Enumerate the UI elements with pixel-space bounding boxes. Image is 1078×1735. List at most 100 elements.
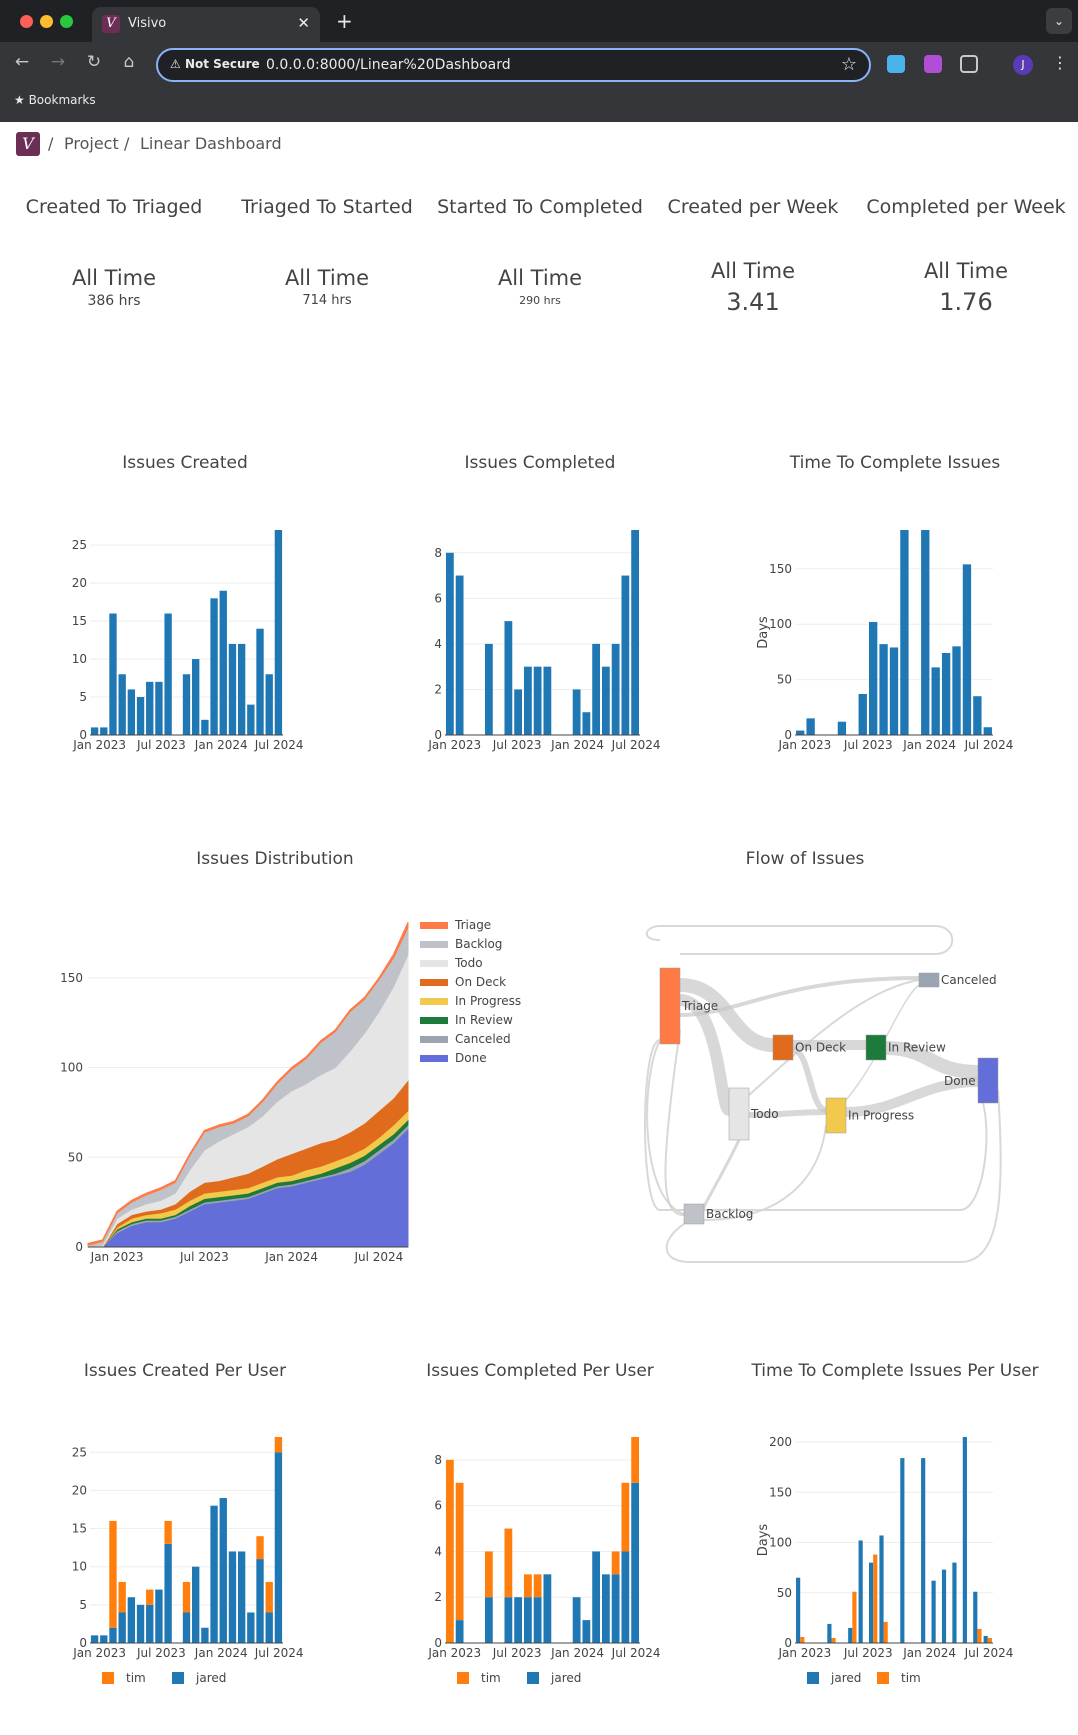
bar-value: [900, 530, 909, 735]
x-tick-label: Jul 2023: [492, 738, 542, 752]
minimize-window-icon[interactable]: [40, 15, 53, 28]
x-tick-label: Jan 2024: [194, 738, 248, 752]
bar-tim: [831, 1637, 836, 1643]
bar-tim: [445, 1459, 454, 1643]
legend-swatch-backlog: [420, 941, 448, 948]
maximize-window-icon[interactable]: [60, 15, 73, 28]
tab-close-icon[interactable]: ✕: [297, 14, 310, 32]
profile-avatar[interactable]: J: [1013, 55, 1033, 75]
y-tick-label: 6: [434, 591, 442, 605]
not-secure-label[interactable]: ⚠ Not Secure: [170, 57, 260, 71]
forward-icon[interactable]: →: [50, 52, 66, 72]
extension-mail-icon[interactable]: [887, 55, 905, 73]
breadcrumb-separator: /: [124, 134, 130, 153]
area-triage: [87, 921, 409, 1246]
bar-jared: [192, 1566, 200, 1643]
legend-swatch-canceled: [420, 1036, 448, 1043]
bar-jared: [592, 1551, 601, 1643]
bar-value: [592, 643, 601, 735]
flow-node-triage: [659, 967, 681, 1045]
back-icon[interactable]: ←: [14, 52, 30, 72]
bookmarks-label: Bookmarks: [28, 93, 96, 107]
bar-value: [858, 694, 867, 735]
legend-swatch-jared: [807, 1672, 819, 1684]
bar-tim: [523, 1574, 532, 1598]
address-bar[interactable]: ⚠ Not Secure 0.0.0.0:8000/Linear%20Dashb…: [156, 48, 871, 82]
flow-node-on-deck: [772, 1034, 794, 1061]
bar-value: [952, 646, 961, 735]
kpi-label: All Time: [710, 259, 796, 283]
bar-value: [136, 697, 145, 735]
y-tick-label: 15: [72, 614, 87, 628]
reload-icon[interactable]: ↻: [86, 52, 102, 72]
y-tick-label: 25: [72, 538, 87, 552]
x-tick-label: Jul 2023: [843, 1646, 893, 1660]
bar-jared: [631, 1482, 640, 1643]
breadcrumb-project[interactable]: Project: [64, 134, 119, 153]
kpi-title: Completed per Week: [866, 196, 1066, 218]
chart-title-distribution: Issues Distribution: [196, 849, 354, 869]
bar-jared: [100, 1635, 108, 1643]
bar-jared: [941, 1569, 947, 1643]
y-tick-label: 0: [784, 728, 792, 742]
legend-swatch-done: [420, 1055, 448, 1062]
bar-value: [484, 643, 493, 735]
bar-tim: [109, 1520, 117, 1628]
extensions-icon[interactable]: [960, 55, 978, 73]
visivo-logo-icon[interactable]: V: [16, 132, 40, 156]
y-tick-label: 5: [79, 690, 87, 704]
bookmarks-bar[interactable]: ★ Bookmarks: [14, 93, 96, 107]
home-icon[interactable]: ⌂: [123, 52, 135, 72]
y-tick-label: 200: [769, 1435, 792, 1449]
x-tick-label: Jan 2023: [72, 1646, 126, 1660]
visivo-favicon-icon: V: [102, 15, 120, 33]
flow-node-backlog: [683, 1203, 705, 1225]
bar-jared: [962, 1437, 967, 1643]
bar-jared: [146, 1604, 154, 1643]
bar-jared: [155, 1589, 163, 1643]
legend-label: tim: [481, 1671, 501, 1685]
tab-title: Visivo: [128, 16, 167, 31]
area-canceled: [88, 1123, 409, 1248]
url-text[interactable]: 0.0.0.0:8000/Linear%20Dashboard: [266, 57, 511, 73]
y-tick-label: 10: [72, 652, 87, 666]
flow-link: [845, 984, 920, 1101]
browser-tab[interactable]: V Visivo ✕: [92, 7, 320, 42]
bar-jared: [879, 1535, 884, 1643]
chart-title-flow: Flow of Issues: [745, 849, 865, 869]
kpi-value: 290 hrs: [519, 294, 561, 307]
bookmark-star-icon[interactable]: ☆: [840, 54, 857, 75]
flow-node-label: Canceled: [941, 973, 997, 987]
bar-value: [514, 689, 523, 735]
bar-jared: [127, 1597, 136, 1643]
bar-value: [210, 598, 218, 735]
new-tab-icon[interactable]: +: [336, 9, 353, 33]
bar-value: [543, 666, 552, 735]
flow-link: [845, 1077, 979, 1117]
tab-search-icon[interactable]: ⌄: [1046, 8, 1072, 34]
browser-menu-icon[interactable]: ⋮: [1052, 53, 1068, 72]
bar-value: [611, 643, 620, 735]
bar-value: [201, 719, 209, 735]
extension-puzzle-color-icon[interactable]: [924, 55, 942, 73]
flow-node-label: Todo: [750, 1107, 779, 1121]
y-tick-label: 8: [434, 546, 442, 560]
flow-link: [701, 1139, 741, 1212]
x-tick-label: Jul 2024: [611, 1646, 661, 1660]
chart-title-created-per-user: Issues Created Per User: [83, 1361, 287, 1381]
y-tick-label: 0: [75, 1240, 83, 1254]
bar-jared: [256, 1559, 264, 1643]
y-tick-label: 20: [72, 1483, 87, 1497]
kpi-title: Created To Triaged: [25, 196, 203, 218]
bar-jared: [582, 1620, 591, 1643]
legend-label: jared: [195, 1671, 226, 1685]
area-done: [88, 1127, 409, 1248]
close-window-icon[interactable]: [20, 15, 33, 28]
bar-value: [796, 730, 805, 735]
flow-node-canceled: [918, 972, 940, 988]
bar-jared: [827, 1623, 832, 1643]
bar-jared: [611, 1574, 620, 1643]
x-tick-label: Jan 2024: [902, 738, 956, 752]
bar-value: [237, 643, 246, 735]
legend-label: tim: [126, 1671, 146, 1685]
